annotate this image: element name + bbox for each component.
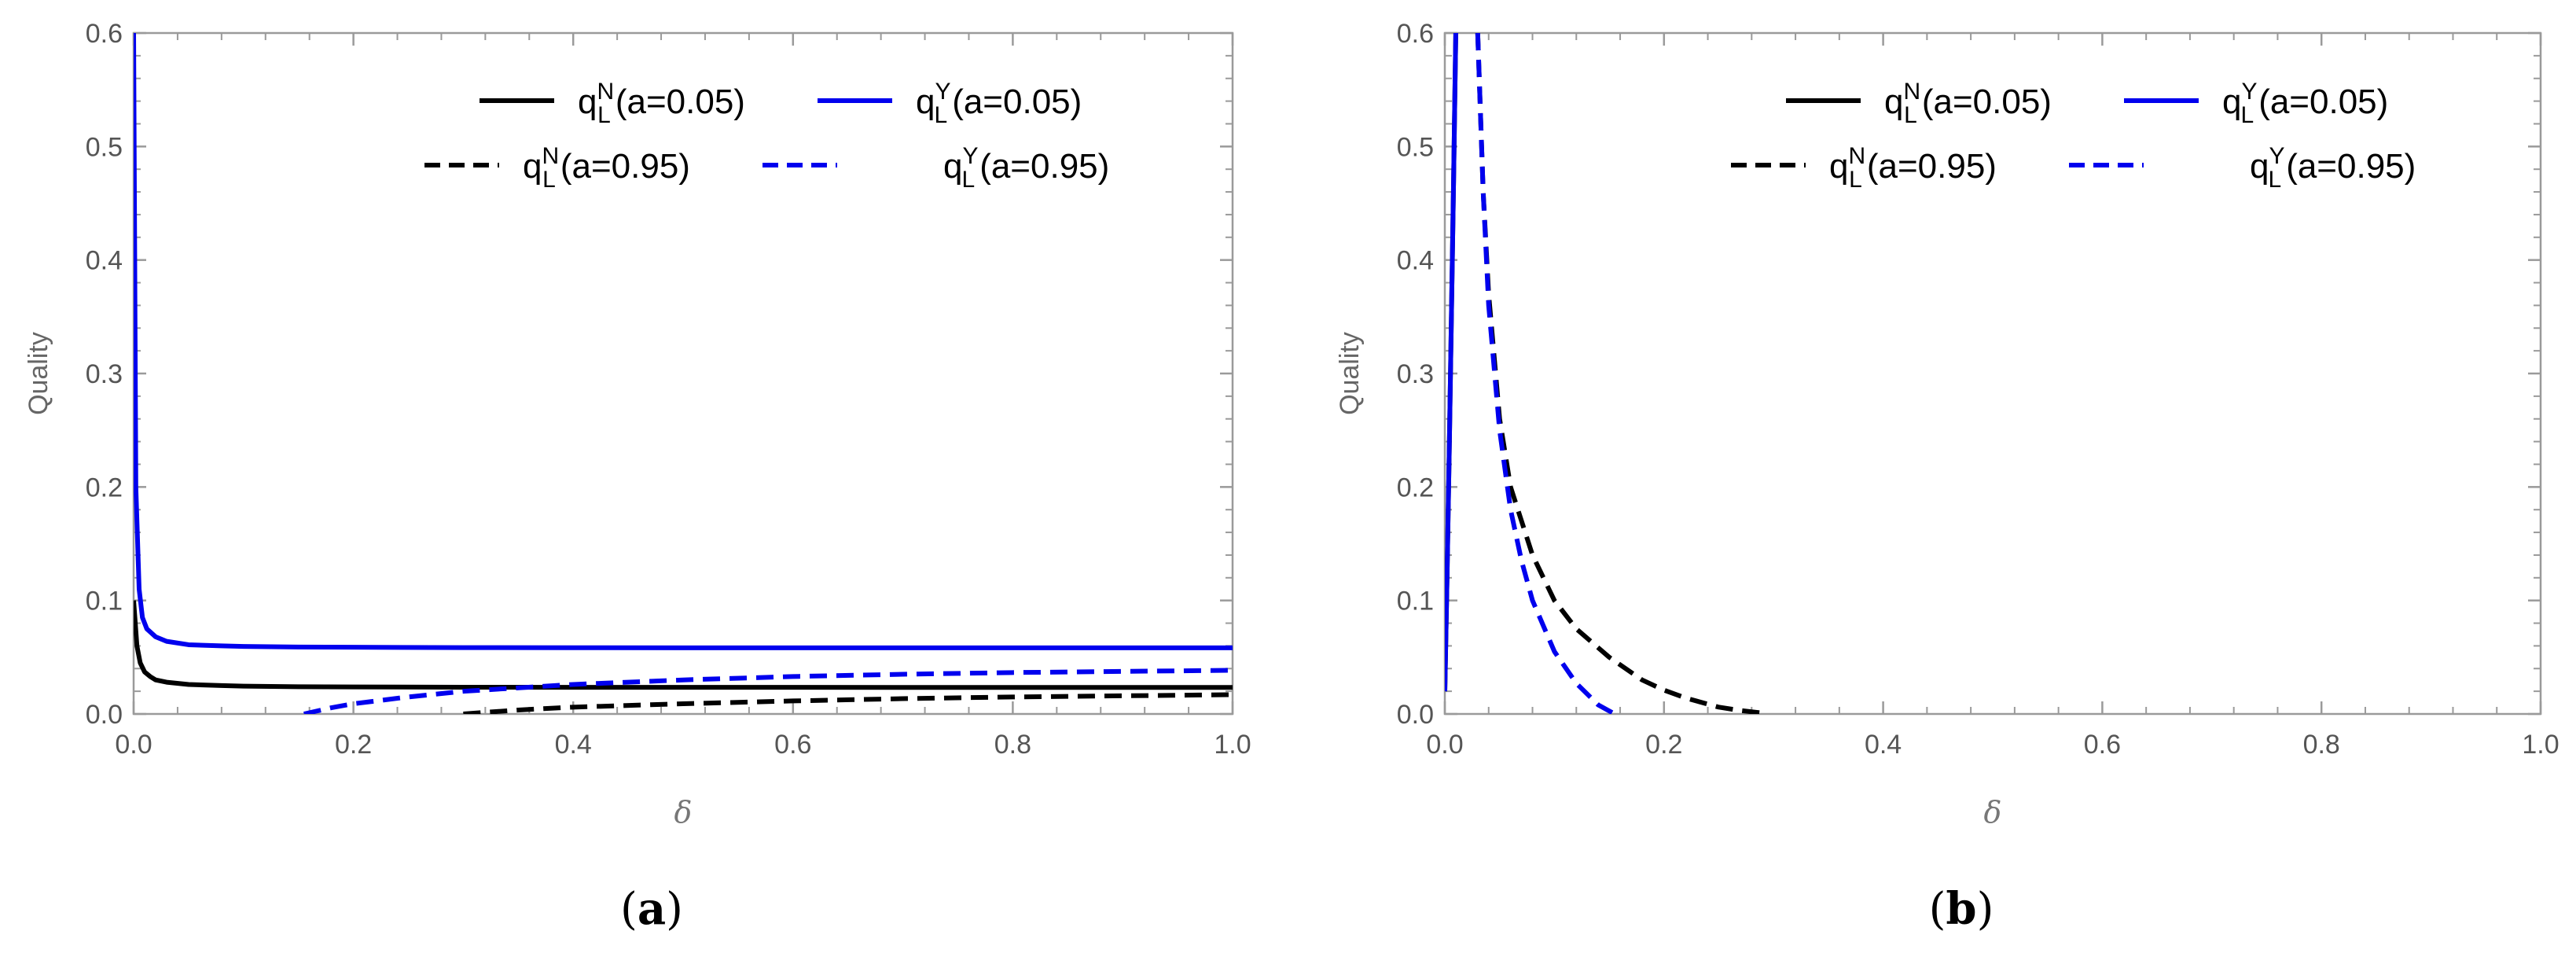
x-axis-label: δ xyxy=(674,795,693,830)
y-tick-label: 0.3 xyxy=(86,359,123,389)
plot-frame xyxy=(132,31,1234,716)
x-tick-label: 0.6 xyxy=(774,730,811,760)
x-tick-label: 0.0 xyxy=(115,730,152,760)
x-axis-label: δ xyxy=(1984,795,2002,830)
y-tick-label: 0.5 xyxy=(1397,132,1434,162)
x-tick-label: 1.0 xyxy=(2522,730,2559,760)
legend-entry: qN L (a=0.05) xyxy=(1884,79,2052,128)
series-line-3 xyxy=(1475,33,1769,714)
y-tick-label: 0.2 xyxy=(1397,473,1434,502)
legend-entry: qY L (a=0.05) xyxy=(916,79,1082,128)
y-tick-label: 0.0 xyxy=(1397,700,1434,730)
x-tick-label: 0.4 xyxy=(555,730,592,760)
series-line-4 xyxy=(1475,33,1616,714)
x-tick-label: 0.4 xyxy=(1865,730,1902,760)
x-tick-label: 0.0 xyxy=(1426,730,1463,760)
y-tick-label: 0.1 xyxy=(1397,587,1434,616)
series-line-1 xyxy=(134,600,1233,690)
plot-frame xyxy=(1443,31,2542,716)
panel-label: (a) xyxy=(620,883,683,935)
legend-entry: qN L (a=0.95) xyxy=(1829,143,1997,193)
y-tick-label: 0.4 xyxy=(86,246,123,276)
x-tick-label: 0.8 xyxy=(994,730,1031,760)
legend-entry: qN L (a=0.05) xyxy=(578,79,745,128)
legend-entry: qY L (a=0.95) xyxy=(943,143,1109,193)
x-tick-label: 0.8 xyxy=(2303,730,2340,760)
series-line-2 xyxy=(134,33,1233,650)
legend: qN L (a=0.05) qY L (a=0.05) qN L (a=0.95) qY L (a=0… xyxy=(1731,79,2416,193)
y-tick-label: 0.6 xyxy=(86,19,123,49)
x-tick-label: 0.6 xyxy=(2084,730,2121,760)
legend-entry: qY L (a=0.05) xyxy=(2222,79,2388,128)
chart-panel-a: 0.0 0.2 0.4 0.6 0.8 1.0 0.0 0.1 0.2 0.3 0.4 0.5 0.6 δ… xyxy=(24,19,1251,935)
series-line-2 xyxy=(1445,33,1458,692)
legend-entry: qY L (a=0.95) xyxy=(2250,143,2416,193)
x-tick-label: 1.0 xyxy=(1214,730,1251,760)
legend: qN L (a=0.05) qY L (a=0.05) qN L (a=0.95) qY L (a=0… xyxy=(424,79,1109,193)
chart-panel-b: 0.0 0.2 0.4 0.6 0.8 1.0 0.0 0.1 0.2 0.3 0.4 0.5 0.6 δ… xyxy=(1335,19,2559,935)
x-tick-label: 0.2 xyxy=(1645,730,1682,760)
legend-entry: qN L (a=0.95) xyxy=(523,143,690,193)
y-tick-label: 0.0 xyxy=(86,700,123,730)
y-axis-label: Quality xyxy=(24,332,53,415)
y-tick-label: 0.3 xyxy=(1397,359,1434,389)
y-tick-label: 0.1 xyxy=(86,587,123,616)
x-tick-label: 0.2 xyxy=(335,730,372,760)
series-line-3 xyxy=(463,692,1233,714)
series-line-4 xyxy=(303,668,1233,714)
y-tick-label: 0.6 xyxy=(1397,19,1434,49)
y-tick-label: 0.2 xyxy=(86,473,123,502)
y-tick-label: 0.4 xyxy=(1397,246,1434,276)
panel-label: (b) xyxy=(1929,883,1994,935)
y-tick-label: 0.5 xyxy=(86,132,123,162)
y-axis-label: Quality xyxy=(1335,332,1365,415)
